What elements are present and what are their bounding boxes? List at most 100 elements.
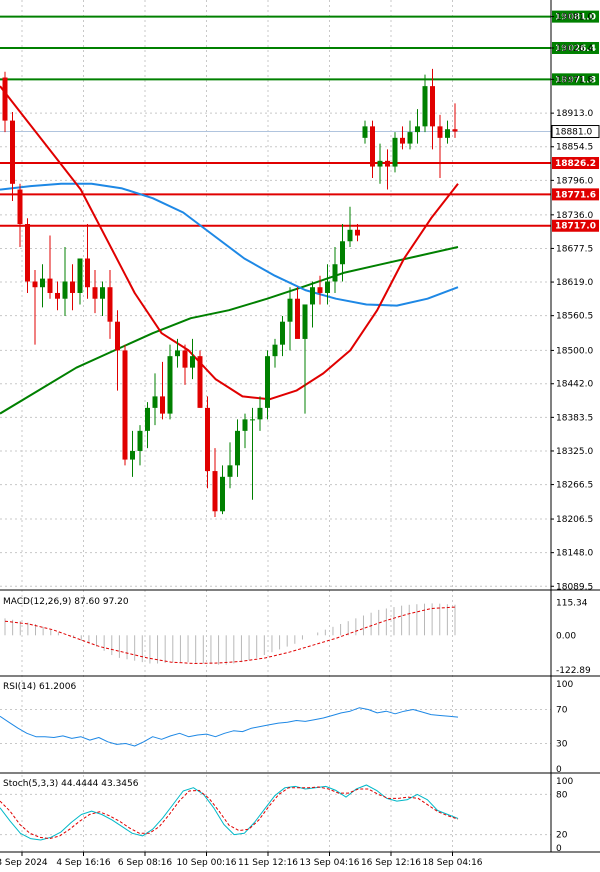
candle-body: [422, 86, 428, 127]
time-tick-label: 6 Sep 08:16: [118, 858, 173, 868]
candle-body: [55, 292, 60, 299]
stoch-tick-label: 20: [556, 831, 568, 841]
candle-body: [235, 430, 240, 466]
candle-body: [287, 298, 293, 322]
stochastic-panel: 100 80 20 0: [0, 777, 573, 854]
candle-body: [47, 278, 53, 293]
candle-body: [152, 396, 158, 408]
price-tick-label: 18619.0: [556, 278, 593, 288]
candle-body: [115, 321, 120, 351]
price-tick-label: 18266.5: [556, 481, 593, 491]
candle-body: [257, 407, 263, 420]
level-tag-label: 18771.6: [555, 190, 596, 200]
candle-body: [430, 86, 435, 127]
price-tick-label: 18206.5: [556, 515, 593, 525]
candle-body: [452, 129, 458, 132]
level-tag: [552, 41, 599, 54]
price-tick-label: 18854.5: [556, 143, 593, 153]
candle-body: [40, 278, 45, 288]
candle-body: [62, 281, 68, 299]
rsi-tick-label: 70: [556, 706, 568, 716]
rsi-tick-label: 0: [556, 765, 562, 775]
candle-body: [17, 189, 23, 225]
candle-body: [100, 287, 105, 299]
candle-body: [77, 258, 83, 293]
candle-body: [272, 344, 278, 357]
candle-body: [370, 126, 375, 167]
macd-tick-label: 0.00: [556, 631, 576, 641]
rsi-panel: 100 70 30 0: [0, 680, 573, 775]
candle-body: [392, 137, 398, 167]
current-price-tag: [551, 125, 600, 139]
candle-body: [302, 304, 308, 339]
candle-body: [325, 281, 330, 293]
price-tick-label: 18736.0: [556, 211, 593, 221]
level-tag: [552, 10, 599, 23]
stoch-d-line: [0, 786, 459, 840]
candle-body: [122, 350, 128, 460]
time-tick-label: 16 Sep 12:16: [361, 858, 421, 868]
level-tag-label: 19026.4: [555, 44, 596, 54]
rsi-tick-label: 100: [556, 680, 573, 690]
candle-body: [167, 356, 173, 414]
rsi-line: [0, 707, 459, 747]
price-tick-label: 18500.0: [556, 346, 593, 356]
candle-body: [445, 129, 450, 138]
price-tick-label: 18677.5: [556, 244, 593, 254]
time-tick-label: 18 Sep 04:16: [422, 858, 482, 868]
price-tick-label: 18383.5: [556, 413, 593, 423]
candle-body: [347, 229, 353, 242]
price-tick-label: 18913.0: [556, 109, 593, 119]
level-tag: [552, 219, 599, 232]
candle-body: [317, 287, 323, 293]
candle-body: [280, 321, 285, 345]
level-tag-label: 19081.0: [555, 13, 596, 23]
moving-averages: [0, 85, 459, 415]
time-tick-label: 4 Sep 16:16: [56, 858, 111, 868]
candle-body: [265, 356, 270, 408]
candle-body: [205, 407, 210, 472]
price-tick-label: 18442.0: [556, 380, 593, 390]
candle-body: [220, 476, 225, 512]
macd-tick-label: -122.89: [556, 666, 591, 676]
candle-body: [160, 396, 165, 414]
candle-body: [175, 350, 180, 357]
candle-body: [197, 356, 203, 408]
candle-body: [107, 287, 113, 322]
candle-body: [182, 350, 188, 368]
price-tick-label: 18560.5: [556, 312, 593, 322]
level-tag-label: 18717.0: [555, 222, 596, 232]
time-tick-label: 11 Sep 12:16: [238, 858, 298, 868]
stoch-tick-label: 80: [556, 790, 568, 800]
candle-body: [377, 160, 383, 167]
candlesticks: [2, 68, 458, 518]
level-tag-label: 18826.2: [555, 159, 596, 169]
candle-body: [400, 137, 405, 144]
grid-layer: [0, 0, 551, 852]
macd-panel: 115.34 0.00 -122.89: [4, 599, 591, 676]
stoch-tick-label: 0: [556, 844, 562, 854]
candle-body: [242, 419, 248, 431]
candle-body: [437, 126, 443, 138]
price-tick-label: 19081.0: [556, 13, 593, 23]
price-tick-label: 19026.4: [556, 44, 593, 54]
level-tag: [552, 188, 599, 201]
candle-body: [295, 298, 300, 339]
candle-body: [362, 126, 368, 138]
rsi-label: RSI(14) 61.2006: [3, 682, 76, 692]
candle-body: [385, 160, 390, 167]
candle-body: [145, 407, 150, 431]
candle-body: [415, 126, 420, 133]
macd-tick-label: 115.34: [556, 599, 588, 609]
candle-body: [310, 287, 315, 305]
level-tag-label: 18971.8: [555, 75, 596, 85]
price-tick-label: 18796.0: [556, 176, 593, 186]
stoch-tick-label: 100: [556, 777, 573, 787]
candle-body: [407, 132, 413, 144]
candle-body: [250, 419, 255, 421]
candle-body: [332, 264, 338, 282]
candle-body: [227, 465, 233, 477]
